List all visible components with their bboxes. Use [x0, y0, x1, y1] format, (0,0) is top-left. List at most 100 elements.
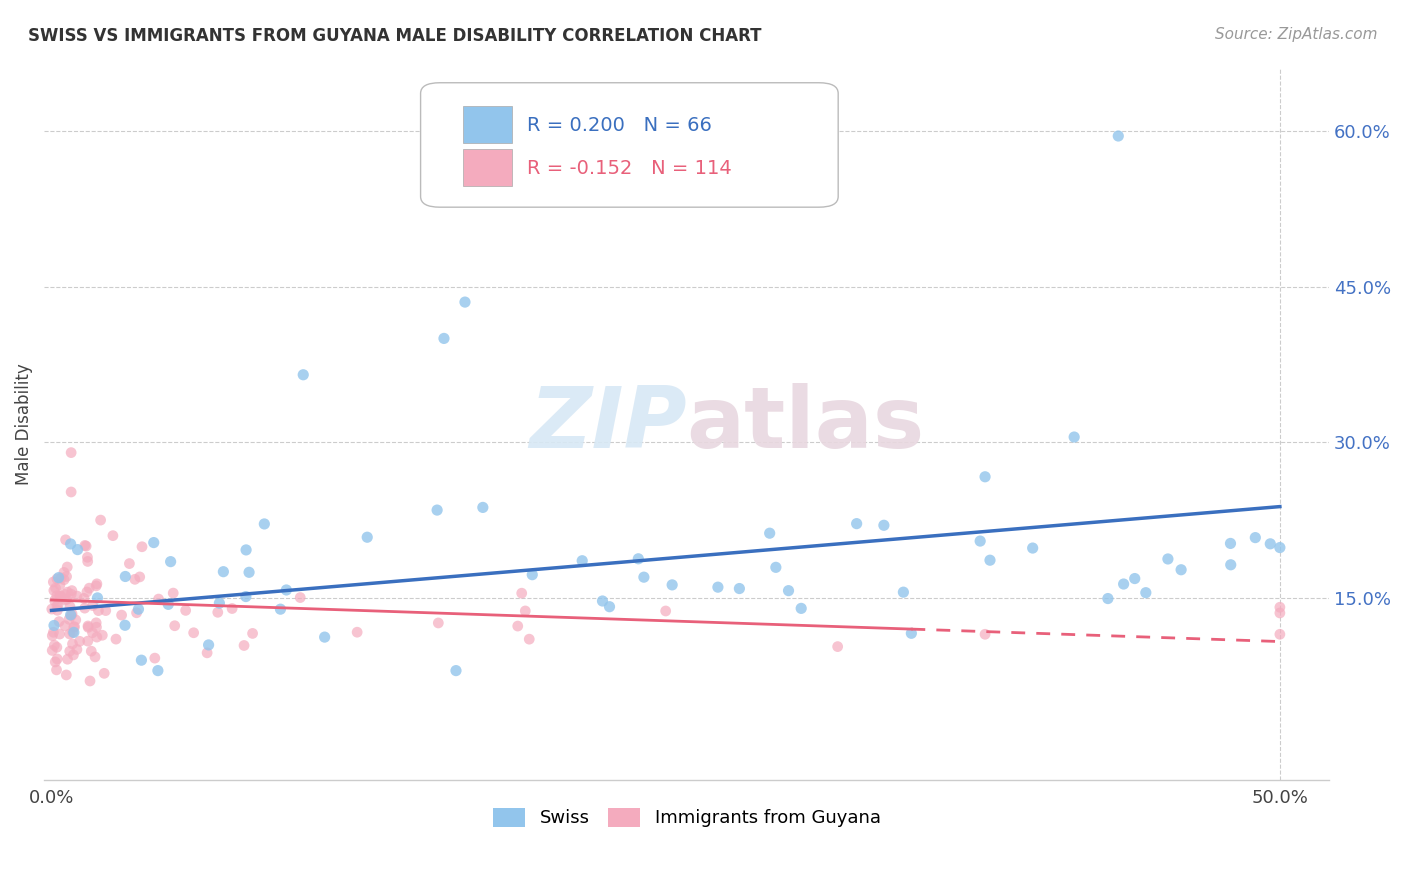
- Point: [125, 606, 148, 620]
- Point: [571, 554, 593, 568]
- Point: [66, 542, 89, 557]
- Point: [290, 591, 312, 605]
- Point: [53, 619, 76, 633]
- Point: [84, 579, 107, 593]
- Point: [82, 599, 104, 613]
- Point: [1135, 585, 1157, 599]
- Point: [444, 664, 467, 678]
- Point: [827, 640, 849, 654]
- Point: [94, 603, 117, 617]
- Point: [77, 581, 100, 595]
- Point: [56, 585, 79, 599]
- Point: [42, 583, 65, 598]
- Point: [128, 570, 150, 584]
- Point: [46, 598, 69, 612]
- Point: [41, 629, 63, 643]
- Point: [758, 526, 780, 541]
- Point: [592, 594, 614, 608]
- Point: [517, 632, 540, 647]
- Point: [49, 571, 72, 585]
- Point: [45, 572, 67, 586]
- Point: [65, 613, 87, 627]
- Point: [56, 560, 79, 574]
- Point: [1063, 430, 1085, 444]
- Point: [471, 500, 494, 515]
- Point: [42, 618, 65, 632]
- Point: [974, 627, 997, 641]
- Point: [60, 445, 83, 459]
- Point: [60, 608, 83, 623]
- Point: [77, 619, 100, 633]
- Point: [148, 592, 170, 607]
- Point: [433, 331, 456, 345]
- Point: [195, 646, 218, 660]
- Point: [208, 596, 231, 610]
- Point: [974, 470, 997, 484]
- Point: [48, 571, 70, 585]
- Point: [73, 601, 96, 615]
- Point: [163, 619, 186, 633]
- Point: [48, 627, 70, 641]
- Point: [62, 620, 84, 634]
- Point: [242, 626, 264, 640]
- Point: [62, 648, 84, 662]
- Point: [427, 615, 450, 630]
- Point: [506, 619, 529, 633]
- Point: [1268, 600, 1291, 615]
- Point: [979, 553, 1001, 567]
- Point: [76, 554, 98, 568]
- Point: [146, 664, 169, 678]
- Point: [44, 593, 66, 607]
- Point: [510, 586, 533, 600]
- Point: [75, 539, 97, 553]
- Point: [62, 637, 84, 651]
- Point: [46, 652, 69, 666]
- Point: [253, 516, 276, 531]
- Point: [124, 572, 146, 586]
- Point: [1112, 577, 1135, 591]
- Point: [66, 642, 89, 657]
- Point: [76, 634, 98, 648]
- Point: [131, 540, 153, 554]
- Point: [118, 557, 141, 571]
- Point: [82, 625, 104, 640]
- Point: [59, 627, 82, 641]
- Point: [55, 569, 77, 583]
- Point: [110, 608, 132, 623]
- Point: [522, 567, 544, 582]
- Point: [221, 601, 243, 615]
- Point: [59, 599, 82, 614]
- Legend: Swiss, Immigrants from Guyana: Swiss, Immigrants from Guyana: [485, 801, 887, 835]
- Point: [76, 550, 98, 565]
- Point: [53, 593, 76, 607]
- Point: [53, 573, 76, 587]
- Point: [48, 589, 70, 603]
- Point: [1268, 606, 1291, 620]
- Point: [58, 612, 80, 626]
- Point: [55, 533, 77, 547]
- Point: [661, 578, 683, 592]
- Point: [127, 602, 149, 616]
- Point: [52, 566, 75, 580]
- Point: [48, 615, 70, 629]
- Point: [845, 516, 868, 531]
- Point: [60, 485, 83, 500]
- Point: [55, 668, 77, 682]
- Text: ZIP: ZIP: [529, 383, 686, 466]
- Point: [59, 644, 82, 658]
- Point: [73, 591, 96, 606]
- Bar: [463, 149, 512, 186]
- Bar: [463, 106, 512, 144]
- Point: [49, 589, 72, 603]
- Point: [207, 605, 229, 619]
- Point: [66, 589, 89, 603]
- Point: [1268, 627, 1291, 641]
- Point: [233, 639, 256, 653]
- Point: [76, 585, 98, 599]
- Point: [45, 640, 67, 655]
- Point: [235, 590, 257, 604]
- Text: atlas: atlas: [686, 383, 925, 466]
- Point: [41, 602, 63, 616]
- Point: [56, 652, 79, 666]
- Point: [1107, 128, 1129, 143]
